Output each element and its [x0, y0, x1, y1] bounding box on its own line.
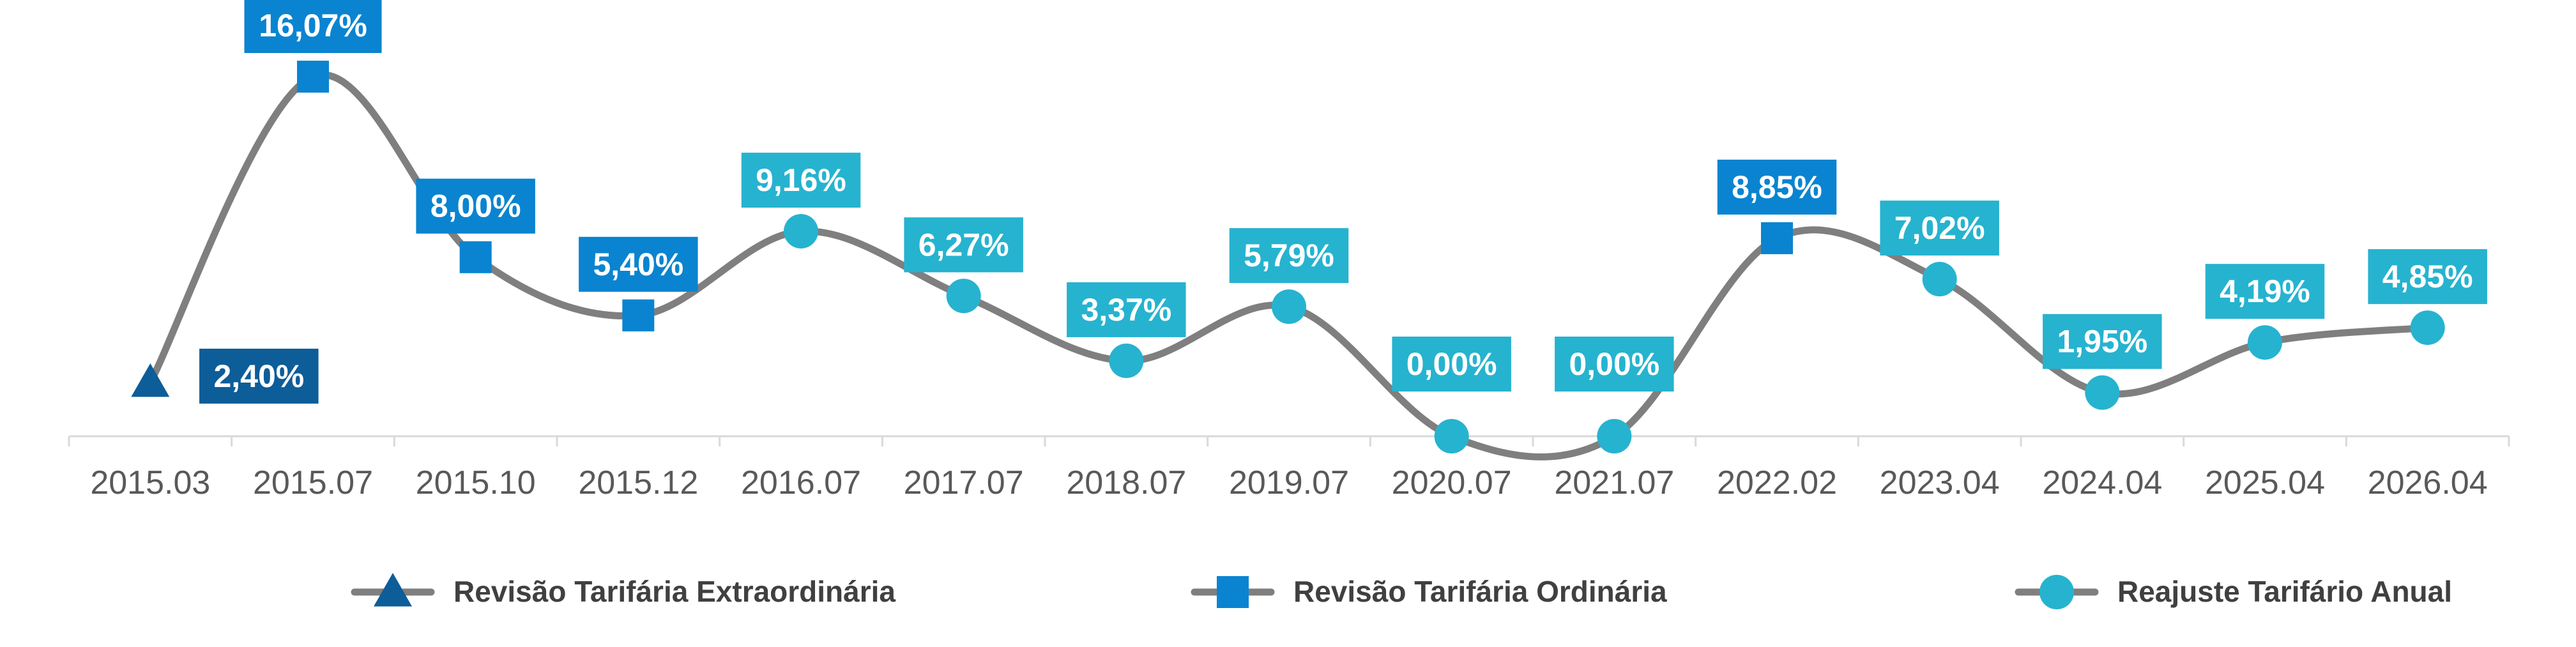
data-point-marker: [131, 363, 170, 397]
x-tick-label: 2019.07: [1229, 464, 1349, 501]
data-label-text: 0,00%: [1569, 346, 1659, 382]
data-label-text: 3,37%: [1081, 292, 1171, 328]
data-point-marker: [297, 61, 329, 93]
data-label-text: 2,40%: [213, 358, 304, 394]
data-point-marker: [784, 214, 818, 249]
legend-label: Revisão Tarifária Ordinária: [1293, 575, 1667, 608]
data-label-box: [199, 348, 319, 404]
data-label: 1,95%: [2043, 314, 2162, 369]
data-label-text: 4,19%: [2220, 273, 2310, 309]
data-label: 4,85%: [2368, 249, 2487, 305]
data-label: 5,40%: [579, 236, 698, 292]
data-label: 5,79%: [1229, 228, 1349, 284]
data-label-box: [1229, 228, 1349, 284]
data-label-box: [1880, 201, 1999, 256]
data-label-box: [416, 178, 535, 234]
data-label-text: 16,07%: [259, 8, 367, 43]
legend-label: Revisão Tarifária Extraordinária: [453, 575, 896, 608]
legend-marker: [1217, 576, 1249, 608]
data-label: 8,85%: [1717, 159, 1837, 215]
x-tick-label: 2015.10: [416, 464, 536, 501]
x-axis-ticks: [68, 436, 2510, 446]
x-tick-label: 2015.07: [253, 464, 373, 501]
x-tick-label: 2024.04: [2042, 464, 2162, 501]
data-label-text: 5,79%: [1244, 238, 1334, 273]
x-tick-label: 2022.02: [1717, 464, 1837, 501]
legend-label: Reajuste Tarifário Anual: [2117, 575, 2452, 608]
x-tick-label: 2018.07: [1066, 464, 1186, 501]
data-label-box: [1555, 337, 1674, 392]
data-label: 4,19%: [2205, 264, 2325, 319]
data-label: 3,37%: [1067, 282, 1186, 337]
data-point-marker: [1272, 289, 1306, 324]
data-label-box: [2368, 249, 2487, 305]
legend: Revisão Tarifária Extraordinária Revisão …: [351, 573, 2452, 609]
data-label-box: [1717, 159, 1837, 215]
data-point-marker: [622, 299, 655, 331]
legend-item-extraordinaria: Revisão Tarifária Extraordinária: [351, 573, 896, 608]
data-point-marker: [1434, 419, 1469, 453]
x-tick-label: 2015.12: [578, 464, 698, 501]
data-label-box: [579, 236, 698, 292]
data-label: 9,16%: [741, 153, 861, 208]
x-tick-label: 2025.04: [2205, 464, 2325, 501]
data-point-marker: [1109, 343, 1144, 378]
legend-item-anual: Reajuste Tarifário Anual: [2015, 575, 2452, 609]
data-markers: [131, 61, 2445, 453]
x-tick-label: 2026.04: [2368, 464, 2488, 501]
x-tick-label: 2020.07: [1392, 464, 1512, 501]
data-label-box: [741, 153, 861, 208]
data-label-box: [2043, 314, 2162, 369]
data-label-text: 1,95%: [2057, 324, 2147, 360]
x-tick-label: 2016.07: [741, 464, 861, 501]
data-point-marker: [946, 278, 981, 314]
data-labels: 2,40% 16,07% 8,00% 5,40% 9,16% 6,27% 3,37% 5,79…: [199, 0, 2487, 404]
legend-item-ordinaria: Revisão Tarifária Ordinária: [1191, 575, 1667, 608]
data-point-marker: [2410, 310, 2445, 346]
x-tick-label: 2021.07: [1554, 464, 1674, 501]
data-label: 8,00%: [416, 178, 535, 234]
x-tick-label: 2015.03: [90, 464, 210, 501]
x-axis-tick-labels: 2015.03 2015.07 2015.10 2015.12 2016.07 2017.…: [90, 464, 2487, 501]
data-point-marker: [1597, 419, 1632, 453]
x-tick-label: 2023.04: [1880, 464, 2000, 501]
data-label: 6,27%: [904, 217, 1023, 273]
data-label-text: 0,00%: [1406, 346, 1497, 382]
data-label: 0,00%: [1555, 337, 1674, 392]
data-point-marker: [459, 241, 492, 273]
data-label-text: 8,00%: [431, 188, 521, 224]
data-label-text: 6,27%: [918, 227, 1009, 263]
x-tick-label: 2017.07: [904, 464, 1024, 501]
legend-marker: [2039, 575, 2074, 609]
data-label-text: 9,16%: [756, 162, 846, 198]
data-label: 2,40%: [199, 348, 319, 404]
data-label-box: [2205, 264, 2325, 319]
data-label: 0,00%: [1392, 337, 1511, 392]
data-label-text: 5,40%: [593, 247, 683, 282]
data-label-text: 4,85%: [2382, 259, 2473, 294]
data-label-text: 7,02%: [1894, 210, 1985, 246]
data-point-marker: [2248, 325, 2282, 360]
data-label-text: 8,85%: [1732, 169, 1822, 205]
data-label: 7,02%: [1880, 201, 1999, 256]
data-label-box: [1392, 337, 1511, 392]
legend-marker: [374, 573, 412, 607]
data-label-box: [1067, 282, 1186, 337]
data-point-marker: [2085, 375, 2120, 410]
data-label: 16,07%: [244, 0, 382, 53]
data-point-marker: [1922, 262, 1957, 297]
data-label-box: [244, 0, 382, 53]
data-point-marker: [1761, 222, 1793, 254]
data-label-box: [904, 217, 1023, 273]
